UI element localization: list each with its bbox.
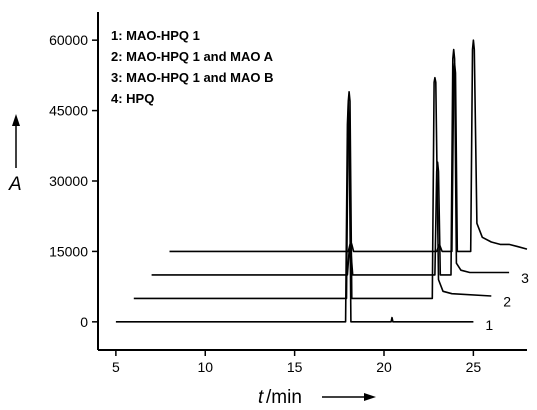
series-label-2: 2	[503, 293, 511, 309]
series-line-1	[115, 100, 474, 323]
series-label-3: 3	[521, 270, 529, 286]
y-tick-label: 60000	[49, 32, 88, 48]
x-axis-title-unit: /min	[266, 387, 302, 408]
x-axis-arrow-head	[364, 393, 376, 401]
x-tick-label: 25	[466, 359, 482, 375]
y-axis-arrow-head	[12, 114, 20, 126]
y-tick-label: 45000	[49, 103, 88, 119]
x-axis-title-symbol: t	[258, 387, 264, 408]
legend-entry-4: 4: HPQ	[111, 91, 154, 106]
x-tick-label: 15	[287, 359, 303, 375]
x-tick-label: 20	[376, 359, 392, 375]
x-ticks: 5 10 15 20 25	[112, 350, 481, 375]
y-tick-label: 15000	[49, 243, 88, 259]
y-axis-title: A	[8, 174, 22, 195]
y-axis-title-group: A	[8, 114, 22, 195]
legend: 1: MAO-HPQ 1 2: MAO-HPQ 1 and MAO A 3: M…	[111, 28, 274, 106]
legend-entry-2: 2: MAO-HPQ 1 and MAO A	[111, 49, 274, 64]
legend-entry-3: 3: MAO-HPQ 1 and MAO B	[111, 70, 274, 85]
legend-entry-1: 1: MAO-HPQ 1	[111, 28, 200, 43]
x-tick-label: 10	[197, 359, 213, 375]
x-axis-title-group: t /min	[258, 387, 376, 408]
series-lines	[115, 39, 528, 323]
series-labels: 1234	[485, 270, 529, 333]
x-tick-label: 5	[112, 359, 120, 375]
y-ticks: 0 15000 30000 45000 60000	[49, 32, 98, 330]
series-label-1: 1	[485, 317, 493, 333]
series-line-4	[169, 39, 528, 253]
y-tick-label: 30000	[49, 173, 88, 189]
y-tick-label: 0	[80, 314, 88, 330]
series-line-2	[133, 76, 492, 300]
